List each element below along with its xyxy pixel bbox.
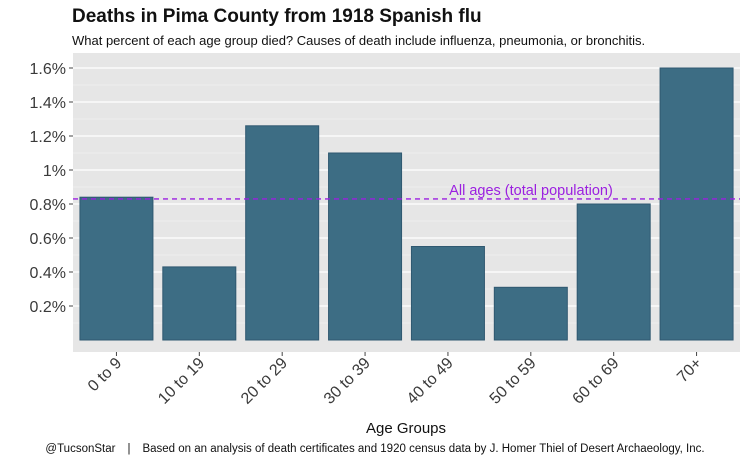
y-tick-label: 0.6% — [30, 231, 66, 248]
x-tick-label: 40 to 49 — [404, 355, 457, 408]
x-tick-label: 60 to 69 — [570, 355, 623, 408]
caption-separator: | — [127, 443, 131, 455]
x-tick-label: 70+ — [674, 355, 705, 386]
bar — [493, 286, 568, 341]
x-tick-label: 20 to 29 — [238, 355, 291, 408]
x-tick-label: 10 to 19 — [155, 355, 208, 408]
y-tick-label: 0.8% — [30, 197, 66, 214]
y-tick-label: 1.2% — [30, 129, 66, 146]
y-tick-label: 1% — [43, 163, 66, 180]
bar — [245, 125, 320, 341]
bar — [328, 152, 403, 341]
bar — [576, 203, 651, 341]
x-tick-label: 50 to 59 — [487, 355, 540, 408]
y-tick-label: 1.6% — [30, 61, 66, 78]
chart-subtitle: What percent of each age group died? Cau… — [72, 33, 646, 48]
y-tick-label: 0.4% — [30, 265, 66, 282]
x-tick-label: 0 to 9 — [85, 355, 125, 395]
y-tick-label: 1.4% — [30, 95, 66, 112]
y-tick-label: 0.2% — [30, 299, 66, 316]
x-axis-title: Age Groups — [366, 420, 446, 437]
x-tick-label: 30 to 39 — [321, 355, 374, 408]
source-handle: @TucsonStar — [45, 443, 116, 455]
chart-title: Deaths in Pima County from 1918 Spanish … — [72, 6, 482, 27]
bar — [162, 266, 237, 341]
reference-line-label: All ages (total population) — [449, 183, 613, 199]
caption: @TucsonStar | Based on an analysis of deat… — [0, 443, 750, 455]
bar — [79, 196, 154, 341]
bar — [410, 246, 485, 341]
bar — [659, 67, 734, 341]
source-note: Based on an analysis of death certificat… — [142, 443, 705, 455]
